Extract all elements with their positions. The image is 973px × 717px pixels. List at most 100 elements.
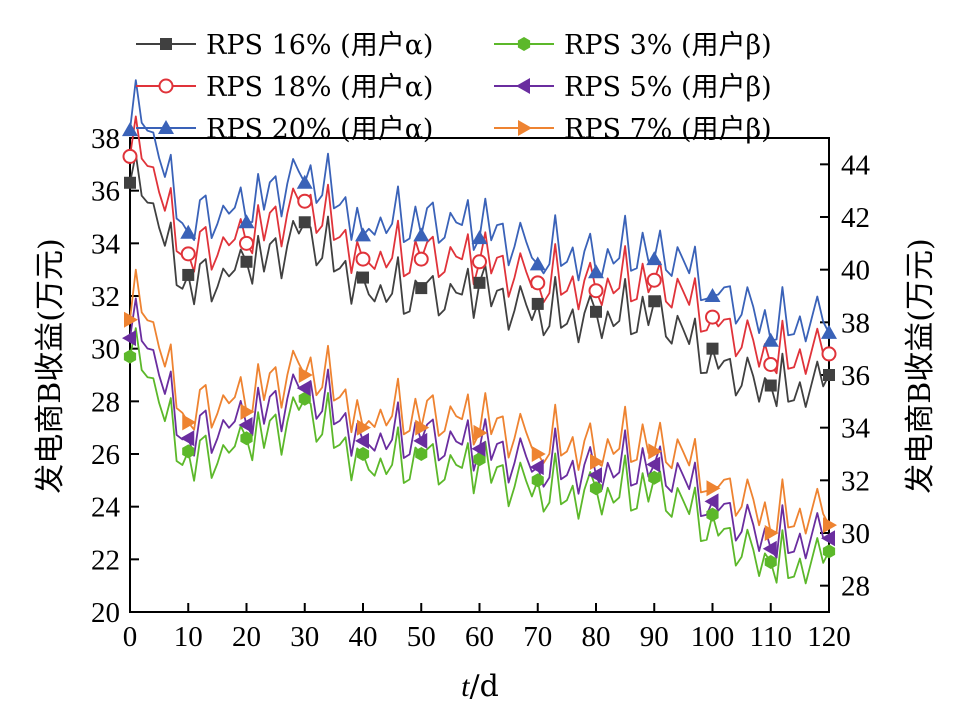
- data-point: [296, 380, 311, 397]
- data-point: [415, 282, 428, 295]
- x-tick-label: 100: [691, 621, 735, 653]
- y-right-tick-label: 28: [841, 571, 870, 603]
- legend: RPS 16% (用户α) RPS 18% (用户α) RPS 20% (用户α) R…: [136, 30, 772, 145]
- x-tick-label: 60: [465, 621, 494, 653]
- y-left-tick-label: 24: [91, 492, 121, 524]
- data-point: [590, 453, 604, 470]
- data-point: [356, 447, 370, 461]
- x-axis-title-variable: t: [461, 670, 470, 703]
- data-point: [357, 419, 371, 436]
- data-point: [355, 432, 369, 449]
- legend-item: RPS 18% (用户α): [136, 72, 433, 103]
- y-right-tick-label: 44: [841, 149, 871, 181]
- data-point: [648, 470, 661, 485]
- data-point: [590, 305, 602, 318]
- legend-marker: [516, 78, 530, 94]
- legend-label: RPS 7% (用户β): [564, 114, 772, 145]
- data-point: [413, 432, 428, 449]
- legend-item: RPS 3% (用户β): [494, 30, 772, 61]
- data-point: [764, 555, 777, 569]
- data-point: [180, 430, 195, 447]
- data-point: [473, 276, 486, 289]
- data-point: [706, 342, 719, 355]
- series-lines-layer: [129, 79, 830, 585]
- y-left-tick-label: 36: [91, 176, 120, 208]
- legend-item: RPS 16% (用户α): [136, 30, 433, 61]
- data-point: [821, 530, 835, 547]
- data-point: [706, 480, 721, 497]
- y-left-tick-label: 32: [91, 281, 120, 313]
- data-point: [531, 446, 546, 462]
- x-tick-label: 10: [174, 621, 203, 653]
- data-point: [705, 309, 720, 325]
- data-point: [122, 330, 136, 347]
- y-right-tick-label: 30: [841, 518, 870, 550]
- data-point: [529, 459, 544, 476]
- y-axis-right-title: 发电商B收益(万元): [903, 238, 938, 493]
- data-point: [471, 230, 488, 245]
- data-point: [706, 507, 719, 522]
- data-point: [298, 391, 311, 406]
- data-point: [646, 456, 661, 473]
- data-point: [413, 251, 429, 267]
- data-point: [646, 251, 663, 266]
- data-point: [821, 324, 837, 339]
- data-point: [180, 246, 196, 262]
- data-point: [297, 193, 313, 209]
- series-line: [129, 115, 830, 375]
- series-markers-layer: [122, 122, 837, 569]
- axes-layer: 0 10 20 30 40 50 60 70 80 90 100 110 120 20 22 24 26 28 30…: [91, 123, 871, 653]
- data-point: [648, 443, 663, 460]
- data-point: [764, 379, 777, 392]
- y-left-tick-label: 26: [91, 439, 120, 471]
- legend-label: RPS 5% (用户β): [564, 72, 772, 103]
- data-point: [240, 255, 253, 268]
- data-point: [298, 367, 313, 383]
- y-left-tick-label: 34: [91, 228, 121, 260]
- data-point: [472, 254, 487, 270]
- data-point: [239, 235, 254, 251]
- data-point: [822, 544, 836, 559]
- y-axis-left-title: 发电商B收益(万元): [33, 238, 68, 493]
- legend-marker: [158, 78, 174, 94]
- data-point: [762, 540, 777, 557]
- data-point: [182, 414, 197, 431]
- x-tick-label: 110: [750, 621, 792, 653]
- data-point: [182, 444, 195, 459]
- data-point: [124, 311, 138, 328]
- y-left-tick-label: 30: [91, 334, 120, 366]
- data-point: [763, 356, 779, 372]
- data-point: [531, 297, 544, 310]
- data-point: [124, 176, 136, 189]
- data-point: [471, 440, 486, 457]
- legend-marker: [158, 120, 174, 134]
- x-axis-title-unit: /d: [470, 669, 499, 704]
- legend-label: RPS 16% (用户α): [206, 30, 433, 61]
- legend-item: RPS 20% (用户α): [136, 114, 433, 145]
- legend-label: RPS 18% (用户α): [206, 72, 433, 103]
- plot-frame: [129, 137, 830, 613]
- y-right-tick-label: 40: [841, 255, 870, 287]
- data-point: [355, 251, 371, 267]
- legend-marker: [517, 37, 531, 51]
- data-point: [355, 227, 371, 242]
- data-point: [762, 332, 779, 347]
- y-right-tick-label: 38: [841, 307, 870, 339]
- data-point: [531, 473, 544, 488]
- y-left-tick-label: 22: [91, 544, 120, 576]
- data-point: [764, 525, 779, 541]
- y-right-tick-label: 34: [841, 413, 871, 445]
- data-point: [238, 417, 253, 434]
- data-point: [589, 481, 603, 496]
- x-tick-label: 120: [807, 621, 851, 653]
- legend-item: RPS 5% (用户β): [494, 72, 772, 103]
- x-axis-title: t/d: [461, 669, 499, 704]
- x-tick-label: 50: [407, 621, 436, 653]
- data-point: [415, 447, 428, 461]
- y-left-tick-label: 20: [91, 597, 120, 629]
- data-point: [529, 256, 546, 271]
- data-point: [646, 272, 662, 288]
- data-point: [821, 346, 837, 362]
- y-right-tick-label: 32: [841, 465, 870, 497]
